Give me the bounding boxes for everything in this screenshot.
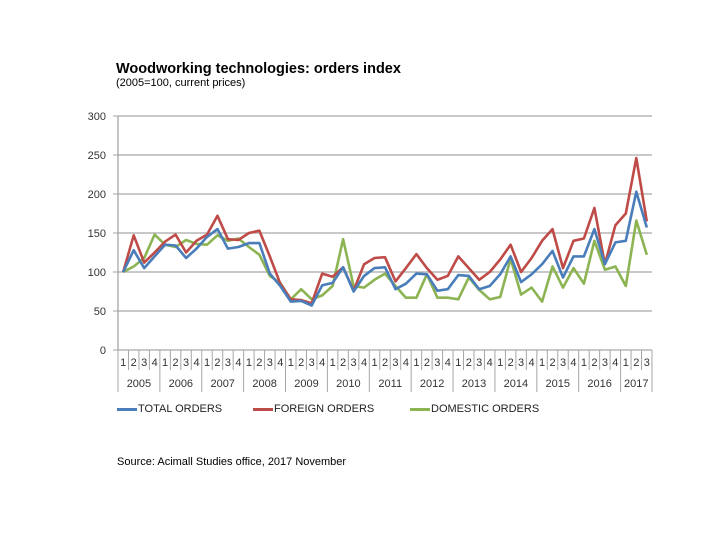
- quarter-label: 2: [508, 357, 514, 369]
- quarter-label: 4: [235, 357, 241, 369]
- quarter-label: 1: [120, 357, 126, 369]
- year-label: 2007: [210, 378, 234, 390]
- quarter-label: 1: [162, 357, 168, 369]
- quarter-label: 2: [256, 357, 262, 369]
- legend-label-foreign: FOREIGN ORDERS: [274, 403, 375, 415]
- series-line-domestic-orders: [122, 219, 649, 303]
- legend-swatch-total: [117, 407, 137, 411]
- series-line-total-orders: [122, 190, 649, 307]
- legend-label-domestic: DOMESTIC ORDERS: [431, 403, 540, 415]
- quarter-label: 3: [434, 357, 440, 369]
- legend-swatch-domestic: [410, 407, 430, 411]
- source-note: Source: Acimall Studies office, 2017 Nov…: [117, 456, 347, 468]
- y-tick-label: 50: [94, 306, 106, 318]
- quarter-label: 4: [612, 357, 618, 369]
- quarter-label: 2: [633, 357, 639, 369]
- quarter-label: 4: [319, 357, 325, 369]
- quarter-label: 4: [403, 357, 409, 369]
- y-tick-label: 150: [88, 228, 106, 240]
- quarter-label: 3: [392, 357, 398, 369]
- legend-item-domestic: DOMESTIC ORDERS: [410, 403, 539, 415]
- quarter-label: 3: [476, 357, 482, 369]
- quarter-label: 1: [581, 357, 587, 369]
- quarter-label: 3: [183, 357, 189, 369]
- quarter-label: 1: [204, 357, 210, 369]
- y-tick-label: 200: [88, 189, 106, 201]
- quarter-label: 3: [644, 357, 650, 369]
- year-label: 2010: [336, 378, 360, 390]
- quarter-label: 3: [518, 357, 524, 369]
- quarter-label: 4: [193, 357, 199, 369]
- quarter-label: 4: [361, 357, 367, 369]
- year-label: 2006: [169, 378, 193, 390]
- quarter-label: 3: [560, 357, 566, 369]
- series-lines: [121, 156, 649, 307]
- quarter-label: 1: [246, 357, 252, 369]
- year-label: 2016: [587, 378, 611, 390]
- quarter-label: 3: [141, 357, 147, 369]
- quarter-label: 1: [623, 357, 629, 369]
- quarter-label: 4: [277, 357, 283, 369]
- quarter-label: 4: [529, 357, 535, 369]
- quarter-label: 4: [152, 357, 158, 369]
- quarter-label: 3: [309, 357, 315, 369]
- quarter-label: 2: [131, 357, 137, 369]
- quarter-label: 4: [570, 357, 576, 369]
- y-tick-label: 100: [88, 267, 106, 279]
- quarter-label: 2: [591, 357, 597, 369]
- quarter-label: 2: [549, 357, 555, 369]
- quarter-label: 1: [288, 357, 294, 369]
- quarter-label: 3: [602, 357, 608, 369]
- quarter-label: 2: [298, 357, 304, 369]
- quarter-label: 2: [424, 357, 430, 369]
- y-axis: 0 50 100 150 200 250 300: [88, 111, 119, 357]
- quarter-label: 1: [497, 357, 503, 369]
- series-line-foreign-orders: [121, 156, 649, 305]
- quarter-label: 2: [214, 357, 220, 369]
- legend-label-total: TOTAL ORDERS: [138, 403, 223, 415]
- year-label: 2015: [546, 378, 570, 390]
- legend-item-foreign: FOREIGN ORDERS: [253, 403, 374, 415]
- chart-title: Woodworking technologies: orders index: [116, 61, 401, 77]
- chart-subtitle: (2005=100, current prices): [116, 77, 246, 89]
- quarter-label: 1: [539, 357, 545, 369]
- quarter-label: 2: [173, 357, 179, 369]
- quarter-label: 3: [267, 357, 273, 369]
- quarter-label: 4: [445, 357, 451, 369]
- year-label: 2013: [462, 378, 486, 390]
- quarter-label: 1: [330, 357, 336, 369]
- y-tick-label: 0: [100, 345, 106, 357]
- quarter-label: 2: [466, 357, 472, 369]
- gridlines: [118, 115, 652, 312]
- year-label: 2009: [294, 378, 318, 390]
- quarter-label: 1: [371, 357, 377, 369]
- y-tick-label: 250: [88, 150, 106, 162]
- year-label: 2005: [127, 378, 151, 390]
- quarter-label: 2: [340, 357, 346, 369]
- quarter-label: 1: [413, 357, 419, 369]
- year-label: 2008: [252, 378, 276, 390]
- year-label: 2012: [420, 378, 444, 390]
- legend-swatch-foreign: [253, 407, 273, 411]
- quarter-label: 2: [382, 357, 388, 369]
- year-label: 2014: [504, 378, 528, 390]
- legend-item-total: TOTAL ORDERS: [117, 403, 222, 415]
- quarter-label: 3: [351, 357, 357, 369]
- y-tick-label: 300: [88, 111, 106, 123]
- year-label: 2011: [378, 378, 402, 390]
- quarter-label: 4: [487, 357, 493, 369]
- year-label: 2017: [624, 378, 648, 390]
- quarter-label: 3: [225, 357, 231, 369]
- quarter-label: 1: [455, 357, 461, 369]
